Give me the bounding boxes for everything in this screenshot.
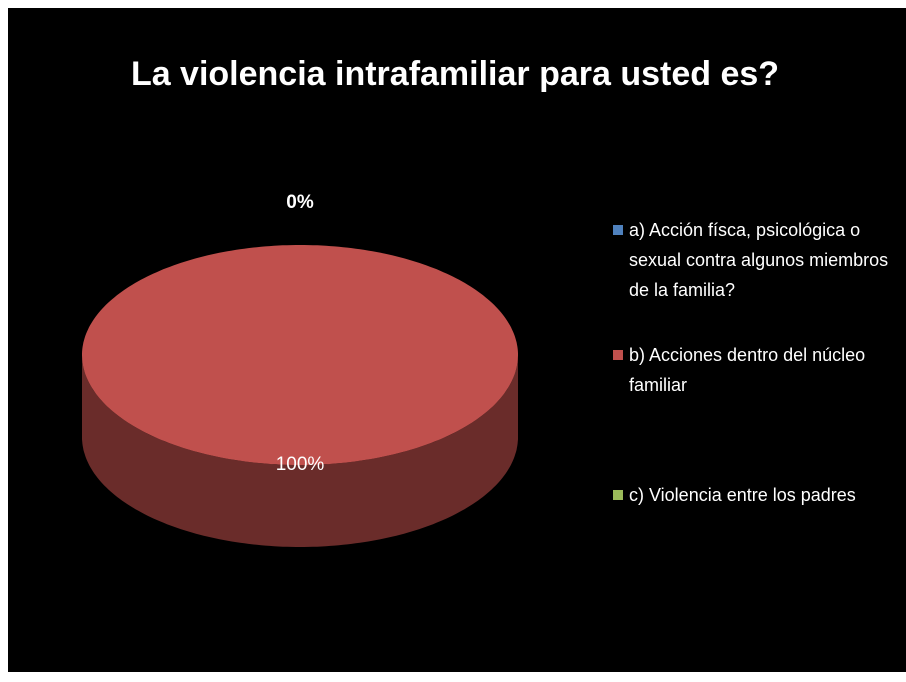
legend-swatch <box>613 350 623 360</box>
pie-slice <box>82 245 518 465</box>
legend-item: a) Acción físca, psicológica o sexual co… <box>613 215 901 305</box>
legend-label: c) Violencia entre los padres <box>629 485 856 505</box>
legend-item: c) Violencia entre los padres <box>613 480 901 510</box>
data-label: 0% <box>286 192 314 213</box>
data-label: 100% <box>276 454 325 475</box>
legend-label: a) Acción físca, psicológica o sexual co… <box>629 220 889 300</box>
chart-title: La violencia intrafamiliar para usted es… <box>131 55 779 93</box>
chart-area: La violencia intrafamiliar para usted es… <box>8 8 906 672</box>
legend-label: b) Acciones dentro del núcleo familiar <box>629 345 866 395</box>
legend-swatch <box>613 490 623 500</box>
pie-slice-side <box>82 355 518 547</box>
legend-swatch <box>613 225 623 235</box>
legend-item: b) Acciones dentro del núcleo familiar <box>613 340 901 400</box>
chart: La violencia intrafamiliar para usted es… <box>82 55 779 547</box>
